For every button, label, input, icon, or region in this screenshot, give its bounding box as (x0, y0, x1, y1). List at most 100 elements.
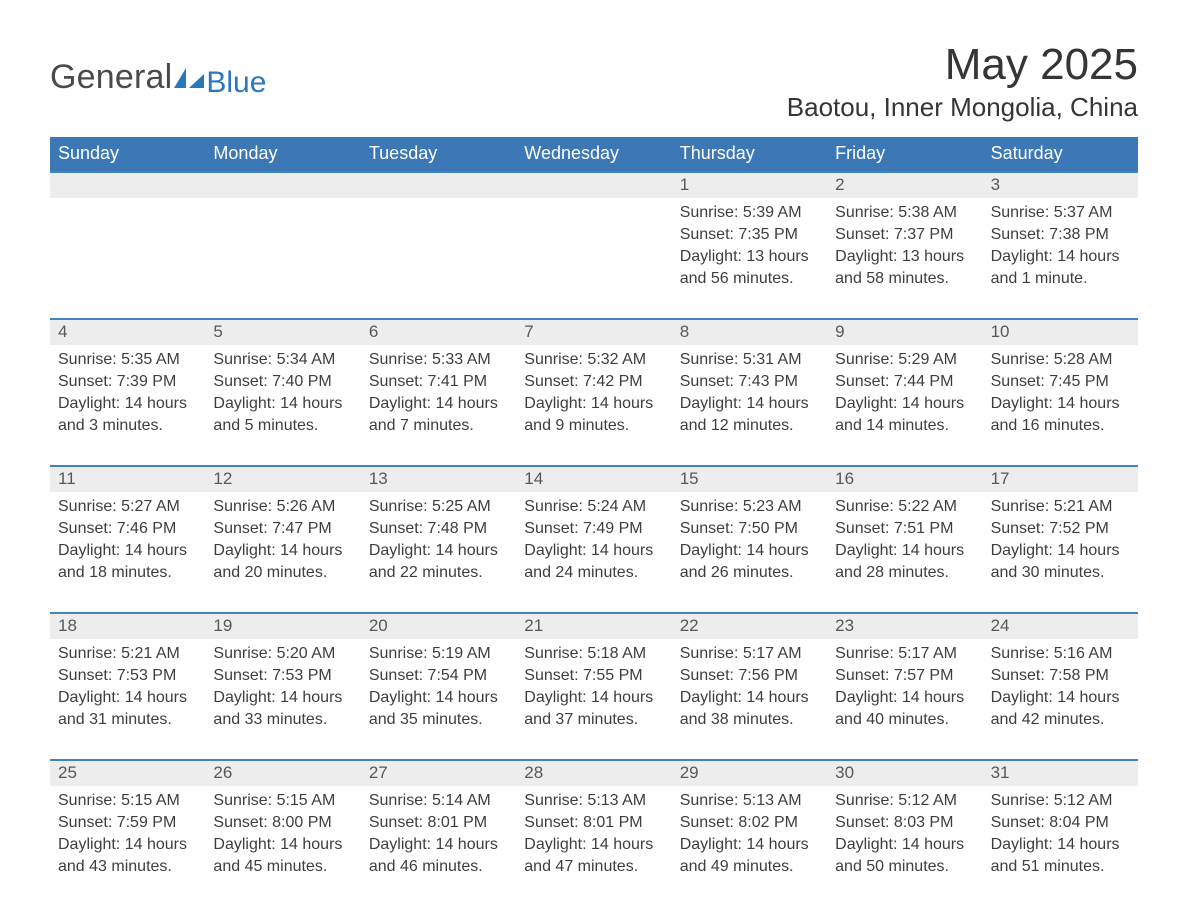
daylight-label: Daylight: (835, 248, 902, 265)
daylight-label: Daylight: (58, 836, 125, 853)
day-cell: Sunrise: 5:37 AMSunset: 7:38 PMDaylight:… (983, 198, 1138, 294)
sunset-value: 7:59 PM (117, 814, 177, 831)
sunrise-value: 5:37 AM (1054, 204, 1113, 221)
brand-text-general: General (50, 58, 172, 97)
sunrise-line: Sunrise: 5:39 AM (680, 202, 819, 224)
day-number: 24 (983, 614, 1138, 639)
sunrise-label: Sunrise: (835, 351, 898, 368)
sunrise-label: Sunrise: (835, 645, 898, 662)
day-number (361, 173, 516, 198)
day-cell: Sunrise: 5:17 AMSunset: 7:56 PMDaylight:… (672, 639, 827, 735)
daylight-line: Daylight: 14 hours and 16 minutes. (991, 393, 1130, 437)
daylight-label: Daylight: (680, 542, 747, 559)
day-number: 7 (516, 320, 671, 345)
sunset-line: Sunset: 7:45 PM (991, 371, 1130, 393)
daylight-line: Daylight: 14 hours and 51 minutes. (991, 834, 1130, 878)
sunrise-value: 5:21 AM (1054, 498, 1113, 515)
sunset-label: Sunset: (835, 667, 894, 684)
day-number: 29 (672, 761, 827, 786)
sunrise-label: Sunrise: (524, 498, 587, 515)
sunrise-line: Sunrise: 5:33 AM (369, 349, 508, 371)
sunrise-line: Sunrise: 5:34 AM (213, 349, 352, 371)
sunrise-value: 5:39 AM (743, 204, 802, 221)
title-block: May 2025 Baotou, Inner Mongolia, China (787, 40, 1138, 123)
sunrise-value: 5:12 AM (1054, 792, 1113, 809)
sunrise-value: 5:17 AM (898, 645, 957, 662)
sunrise-line: Sunrise: 5:15 AM (213, 790, 352, 812)
sunrise-line: Sunrise: 5:12 AM (991, 790, 1130, 812)
sunset-label: Sunset: (524, 667, 583, 684)
daylight-line: Daylight: 14 hours and 30 minutes. (991, 540, 1130, 584)
sunset-value: 7:52 PM (1049, 520, 1109, 537)
day-cell: Sunrise: 5:29 AMSunset: 7:44 PMDaylight:… (827, 345, 982, 441)
day-cell: Sunrise: 5:39 AMSunset: 7:35 PMDaylight:… (672, 198, 827, 294)
sunset-value: 7:47 PM (272, 520, 332, 537)
sunrise-value: 5:12 AM (898, 792, 957, 809)
sunset-value: 7:45 PM (1049, 373, 1109, 390)
daylight-line: Daylight: 14 hours and 42 minutes. (991, 687, 1130, 731)
day-cell: Sunrise: 5:12 AMSunset: 8:04 PMDaylight:… (983, 786, 1138, 882)
daylight-label: Daylight: (680, 836, 747, 853)
daylight-line: Daylight: 13 hours and 58 minutes. (835, 246, 974, 290)
sunrise-value: 5:34 AM (277, 351, 336, 368)
sunrise-line: Sunrise: 5:13 AM (680, 790, 819, 812)
sunrise-line: Sunrise: 5:24 AM (524, 496, 663, 518)
sunrise-value: 5:32 AM (587, 351, 646, 368)
day-number: 28 (516, 761, 671, 786)
sunrise-label: Sunrise: (991, 498, 1054, 515)
weeks-container: 123Sunrise: 5:39 AMSunset: 7:35 PMDaylig… (50, 171, 1138, 882)
day-number: 17 (983, 467, 1138, 492)
sunrise-value: 5:27 AM (121, 498, 180, 515)
sunset-line: Sunset: 7:43 PM (680, 371, 819, 393)
sunset-value: 8:02 PM (738, 814, 798, 831)
day-cell: Sunrise: 5:23 AMSunset: 7:50 PMDaylight:… (672, 492, 827, 588)
sunrise-line: Sunrise: 5:37 AM (991, 202, 1130, 224)
sunset-label: Sunset: (991, 226, 1050, 243)
day-number: 6 (361, 320, 516, 345)
day-number: 12 (205, 467, 360, 492)
sunrise-label: Sunrise: (369, 792, 432, 809)
day-cell: Sunrise: 5:16 AMSunset: 7:58 PMDaylight:… (983, 639, 1138, 735)
day-number: 19 (205, 614, 360, 639)
sunset-line: Sunset: 7:38 PM (991, 224, 1130, 246)
sunset-value: 7:38 PM (1049, 226, 1109, 243)
day-number: 11 (50, 467, 205, 492)
day-cell: Sunrise: 5:27 AMSunset: 7:46 PMDaylight:… (50, 492, 205, 588)
sunrise-line: Sunrise: 5:12 AM (835, 790, 974, 812)
sunset-line: Sunset: 7:35 PM (680, 224, 819, 246)
sunset-label: Sunset: (680, 226, 739, 243)
sunrise-label: Sunrise: (369, 645, 432, 662)
day-header: Saturday (983, 137, 1138, 171)
day-number: 23 (827, 614, 982, 639)
day-number: 1 (672, 173, 827, 198)
sunrise-label: Sunrise: (369, 351, 432, 368)
day-header: Tuesday (361, 137, 516, 171)
sunset-value: 7:40 PM (272, 373, 332, 390)
daylight-label: Daylight: (991, 248, 1058, 265)
sunrise-line: Sunrise: 5:20 AM (213, 643, 352, 665)
sunrise-value: 5:26 AM (277, 498, 336, 515)
sunrise-line: Sunrise: 5:25 AM (369, 496, 508, 518)
daylight-label: Daylight: (991, 542, 1058, 559)
sunset-value: 8:00 PM (272, 814, 332, 831)
sunset-line: Sunset: 7:53 PM (58, 665, 197, 687)
sunrise-line: Sunrise: 5:26 AM (213, 496, 352, 518)
sunset-label: Sunset: (369, 667, 428, 684)
sunrise-label: Sunrise: (680, 792, 743, 809)
sunset-label: Sunset: (835, 226, 894, 243)
day-cell: Sunrise: 5:13 AMSunset: 8:02 PMDaylight:… (672, 786, 827, 882)
sunrise-label: Sunrise: (680, 351, 743, 368)
sunrise-value: 5:35 AM (121, 351, 180, 368)
daylight-label: Daylight: (524, 836, 591, 853)
sunset-label: Sunset: (680, 373, 739, 390)
day-number: 21 (516, 614, 671, 639)
sunrise-label: Sunrise: (835, 498, 898, 515)
day-cell: Sunrise: 5:20 AMSunset: 7:53 PMDaylight:… (205, 639, 360, 735)
sunset-label: Sunset: (58, 520, 117, 537)
daylight-label: Daylight: (991, 689, 1058, 706)
sunrise-label: Sunrise: (991, 645, 1054, 662)
sunrise-line: Sunrise: 5:23 AM (680, 496, 819, 518)
day-cell: Sunrise: 5:21 AMSunset: 7:52 PMDaylight:… (983, 492, 1138, 588)
sunset-line: Sunset: 8:01 PM (369, 812, 508, 834)
sunrise-value: 5:20 AM (277, 645, 336, 662)
